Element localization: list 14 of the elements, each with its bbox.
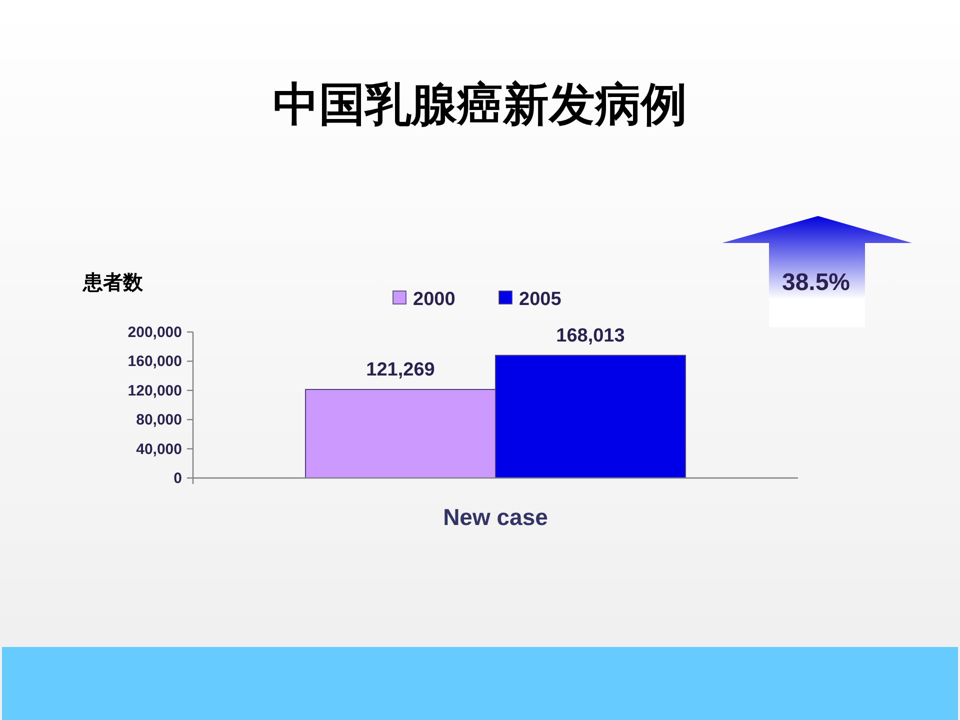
y-axis-title: 患者数 (82, 272, 144, 294)
text: 38.5% (782, 269, 850, 296)
y-tick-label: 0 (174, 470, 182, 487)
y-tick-label: 40,000 (136, 440, 182, 458)
data-label: 168,013 (556, 325, 625, 346)
y-tick-label: 120,000 (128, 382, 182, 400)
x-tick-label: New case (443, 504, 548, 530)
y-tick-label: 200,000 (128, 324, 182, 341)
y-tick-label: 80,000 (136, 412, 182, 429)
legend-label: 2000 (413, 289, 456, 310)
data-label: 121,269 (366, 359, 435, 380)
y-tick-label: 160,000 (128, 353, 182, 370)
legend-label: 2005 (519, 289, 562, 310)
chart-title: 中国乳腺癌新发病例 (273, 78, 687, 130)
